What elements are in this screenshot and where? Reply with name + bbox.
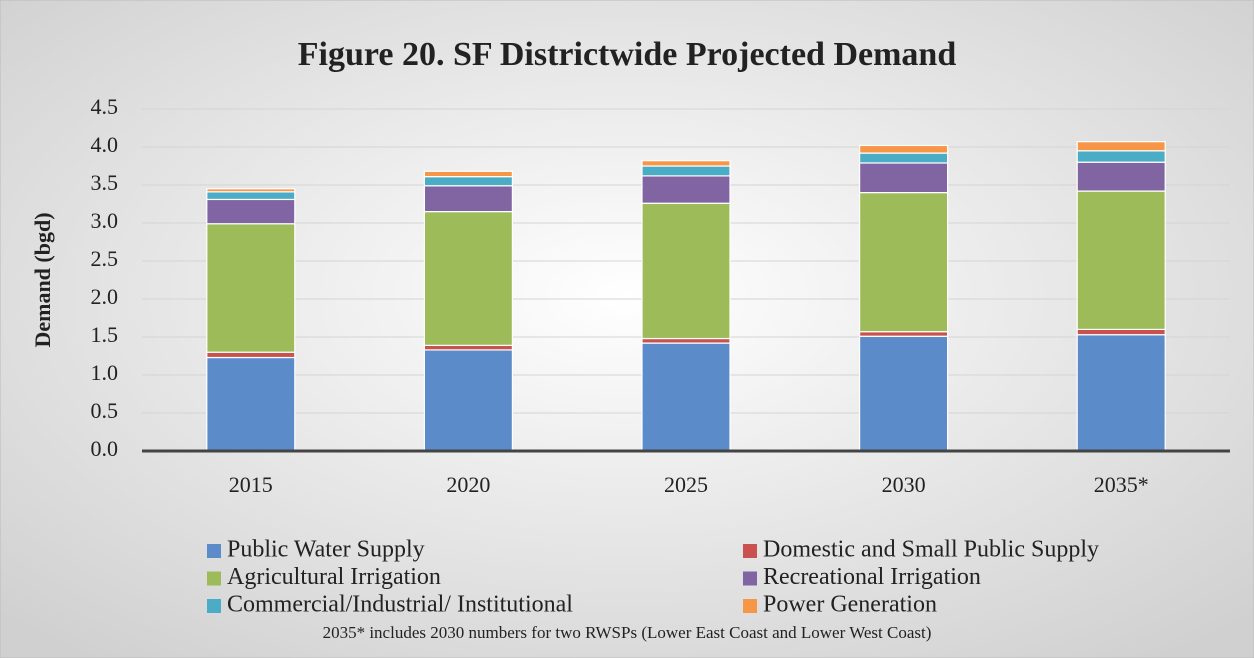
bar-segment — [1076, 141, 1166, 152]
bar-segment — [206, 356, 296, 452]
bar-segment — [1076, 328, 1166, 336]
bar-segment — [858, 192, 949, 333]
bar-segment — [423, 211, 513, 346]
bar-segment — [1076, 334, 1166, 452]
legend-label: Commercial/Industrial/ Institutional — [227, 592, 573, 618]
y-tick-label: 0.5 — [91, 398, 119, 423]
legend-swatch — [207, 571, 221, 586]
legend-label: Recreational Irrigation — [763, 564, 981, 590]
y-tick-label: 2.0 — [91, 284, 119, 309]
legend-label: Power Generation — [763, 592, 937, 618]
bar-segment — [1076, 190, 1166, 331]
bar-segment — [858, 335, 949, 452]
bar-segment — [1076, 150, 1166, 163]
y-tick-label: 0.0 — [91, 436, 119, 461]
legend-label: Agricultural Irrigation — [227, 564, 441, 590]
legend-label: Public Water Supply — [227, 537, 425, 563]
bar-segment — [641, 175, 731, 204]
y-tick-label: 3.5 — [91, 170, 119, 195]
y-axis-label: Demand (bgd) — [30, 212, 55, 347]
y-tick-label: 1.0 — [91, 360, 119, 385]
bar-segment — [206, 191, 296, 201]
legend-swatch — [743, 599, 757, 613]
bar-segment — [423, 176, 513, 187]
bar-segment — [423, 185, 513, 213]
legend-label: Domestic and Small Public Supply — [763, 537, 1099, 563]
y-tick-label: 3.0 — [91, 208, 119, 233]
bar-segment — [858, 144, 949, 154]
bar-segment — [641, 202, 731, 340]
bar-segment — [641, 165, 731, 177]
y-tick-label: 4.5 — [91, 94, 119, 119]
bar-segment — [423, 344, 513, 351]
y-tick-label: 1.5 — [91, 322, 119, 347]
legend-swatch — [207, 544, 221, 558]
chart-title: Figure 20. SF Districtwide Projected Dem… — [298, 36, 957, 73]
x-tick-label: 2020 — [446, 472, 490, 497]
bar-segment — [206, 198, 296, 225]
bar-segment — [641, 160, 731, 167]
bar-segment — [206, 351, 296, 359]
x-tick-label: 2035* — [1094, 472, 1149, 497]
bar-segment — [206, 223, 296, 353]
footnote: 2035* includes 2030 numbers for two RWSP… — [323, 623, 932, 642]
bar-segment — [641, 342, 731, 452]
bar-segment — [206, 188, 296, 193]
y-tick-label: 4.0 — [91, 132, 119, 157]
x-tick-label: 2030 — [882, 472, 926, 497]
y-tick-label: 2.5 — [91, 246, 119, 271]
bar-segment — [1076, 161, 1166, 192]
bar-segment — [858, 152, 949, 164]
legend-swatch — [207, 599, 221, 613]
bar-segment — [641, 337, 731, 344]
legend-swatch — [743, 571, 757, 586]
bar-segment — [858, 331, 949, 337]
bar-segment — [858, 162, 949, 194]
bar-segment — [423, 170, 513, 178]
bar-segment — [423, 349, 513, 452]
x-tick-label: 2025 — [664, 472, 708, 497]
x-tick-label: 2015 — [229, 472, 273, 497]
legend-swatch — [743, 544, 757, 558]
